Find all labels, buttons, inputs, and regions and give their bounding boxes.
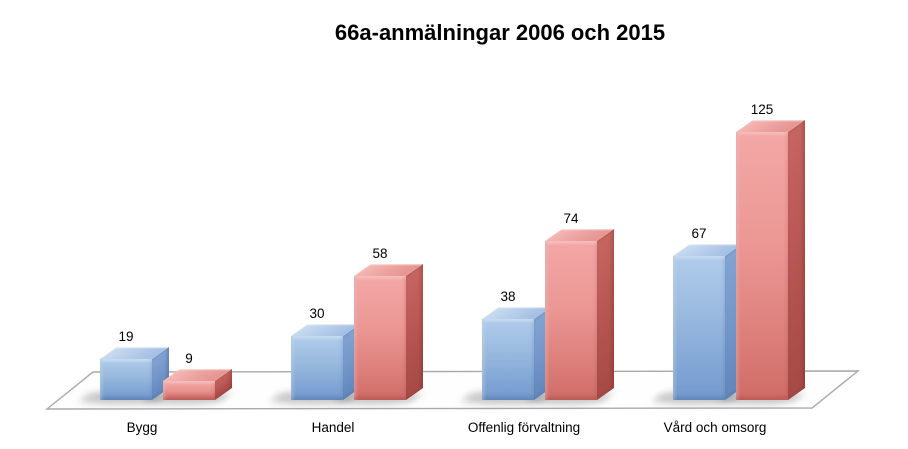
- value-label-2006-bygg: 19: [118, 329, 134, 344]
- bar-2015-vård-och-omsorg: [736, 132, 788, 400]
- bar-2015-handel: [354, 276, 406, 400]
- bar-2006-bygg: [100, 359, 152, 400]
- category-label-offenlig-förvaltning: Offenlig förvaltning: [467, 420, 581, 435]
- value-label-2015-offenlig-förvaltning: 74: [563, 211, 579, 226]
- bar-2015-bygg: [163, 381, 215, 400]
- chart-title: 66a-anmälningar 2006 och 2015: [334, 20, 666, 45]
- value-label-2015-vård-och-omsorg: 125: [750, 102, 774, 117]
- bar-2015-vård-och-omsorg-side-face: [788, 120, 805, 401]
- value-label-2006-offenlig-förvaltning: 38: [500, 289, 516, 304]
- bar-2006-offenlig-förvaltning: [482, 319, 534, 400]
- value-label-2006-vård-och-omsorg: 67: [691, 226, 707, 241]
- category-label-handel: Handel: [311, 420, 355, 435]
- bar-2015-offenlig-förvaltning: [545, 241, 597, 400]
- category-label-bygg: Bygg: [126, 420, 158, 435]
- bar-2006-vård-och-omsorg: [673, 256, 725, 400]
- bar-2015-offenlig-förvaltning-side-face: [597, 229, 614, 400]
- value-label-2015-bygg: 9: [185, 351, 193, 366]
- bar-2006-handel: [291, 336, 343, 400]
- category-label-vård-och-omsorg: Vård och omsorg: [663, 420, 767, 435]
- value-label-2006-handel: 30: [309, 306, 325, 321]
- value-label-2015-handel: 58: [372, 246, 388, 261]
- bar-2015-handel-side-face: [406, 264, 423, 400]
